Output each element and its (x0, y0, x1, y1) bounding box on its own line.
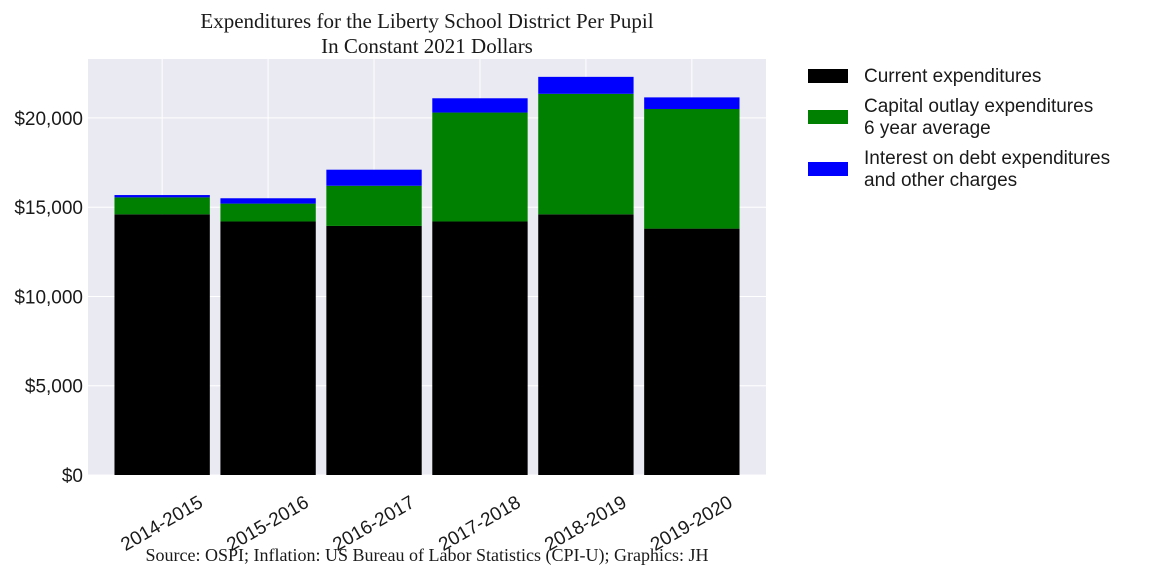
chart-title: Expenditures for the Liberty School Dist… (200, 9, 653, 33)
legend-label: Current expenditures (864, 66, 1041, 87)
bar-2017-2018-series-3 (432, 98, 528, 113)
y-tick-label: $10,000 (14, 287, 83, 308)
bar-2014-2015-series-3 (114, 195, 210, 198)
bar-2019-2020-series-2 (644, 108, 740, 229)
bar-2019-2020-series-1 (644, 228, 740, 475)
bar-2015-2016-series-1 (220, 221, 316, 475)
legend-swatch (808, 110, 848, 124)
bar-2017-2018-series-1 (432, 221, 528, 475)
legend-swatch (808, 69, 848, 83)
bar-2015-2016-series-2 (220, 203, 316, 222)
source-note: Source: OSPI; Inflation: US Bureau of La… (146, 545, 709, 566)
legend-label: and other charges (864, 170, 1017, 191)
legend-label: Capital outlay expenditures (864, 96, 1093, 117)
y-tick-label: $15,000 (14, 198, 83, 219)
y-axis-ticks: $0 $5,000 $10,000 $15,000 $20,000 (14, 109, 83, 487)
bar-2018-2019-series-2 (538, 93, 634, 215)
legend-label: Interest on debt expenditures (864, 148, 1110, 169)
bar-2014-2015-series-2 (114, 197, 210, 215)
y-tick-label: $5,000 (25, 377, 83, 398)
bar-2018-2019-series-1 (538, 214, 634, 475)
bar-2016-2017-series-1 (326, 225, 422, 475)
y-tick-label: $20,000 (14, 109, 83, 130)
bar-2016-2017-series-3 (326, 169, 422, 186)
legend-label: 6 year average (864, 118, 991, 139)
bar-2014-2015-series-1 (114, 214, 210, 475)
legend-swatch (808, 162, 848, 176)
bars (114, 76, 740, 475)
bar-2017-2018-series-2 (432, 112, 528, 222)
bar-2018-2019-series-3 (538, 76, 634, 94)
legend: Current expenditures Capital outlay expen… (808, 66, 1110, 191)
chart-subtitle: In Constant 2021 Dollars (321, 34, 533, 58)
bar-2016-2017-series-2 (326, 185, 422, 226)
y-tick-label: $0 (62, 466, 83, 487)
bar-2019-2020-series-3 (644, 97, 740, 109)
bar-2015-2016-series-3 (220, 198, 316, 204)
